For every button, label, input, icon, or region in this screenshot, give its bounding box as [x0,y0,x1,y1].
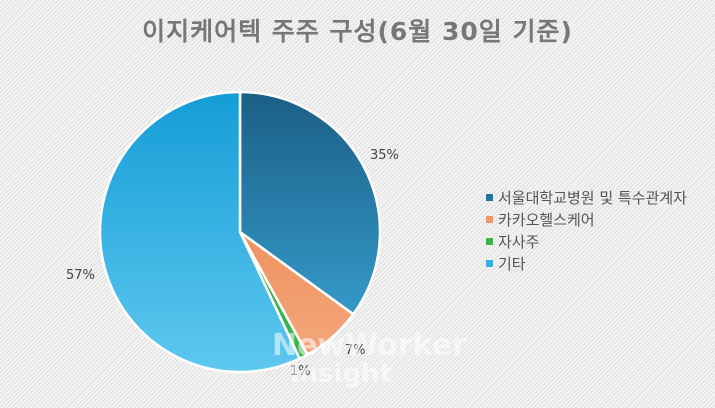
legend-item: 서울대학교병원 및 특수관계자 [486,186,687,208]
slice-label-1: 7% [345,343,366,358]
legend-item: 카카오헬스케어 [486,208,687,230]
legend-swatch-1 [486,215,493,223]
chart-title: 이지케어텍 주주 구성(6월 30일 기준) [142,17,573,46]
legend-label: 기타 [498,254,526,273]
legend-label: 카카오헬스케어 [498,210,595,229]
legend-label: 자사주 [498,232,540,251]
slice-label-2: 1% [290,364,311,379]
watermark: NewWorker Insight [272,331,467,389]
slice-label-3: 57% [66,268,95,283]
watermark-line1: NewWorker [272,328,467,363]
legend-swatch-0 [486,193,493,201]
legend-swatch-2 [486,237,493,245]
legend-swatch-3 [486,259,493,267]
legend-label: 서울대학교병원 및 특수관계자 [498,188,687,207]
legend: 서울대학교병원 및 특수관계자 카카오헬스케어 자사주 기타 [486,186,687,274]
legend-item: 기타 [486,252,687,274]
pie-slice-3 [98,90,301,374]
slice-label-0: 35% [370,148,399,163]
pie-slice-0 [238,90,382,316]
legend-item: 자사주 [486,230,687,252]
watermark-line2: Insight [290,359,393,389]
